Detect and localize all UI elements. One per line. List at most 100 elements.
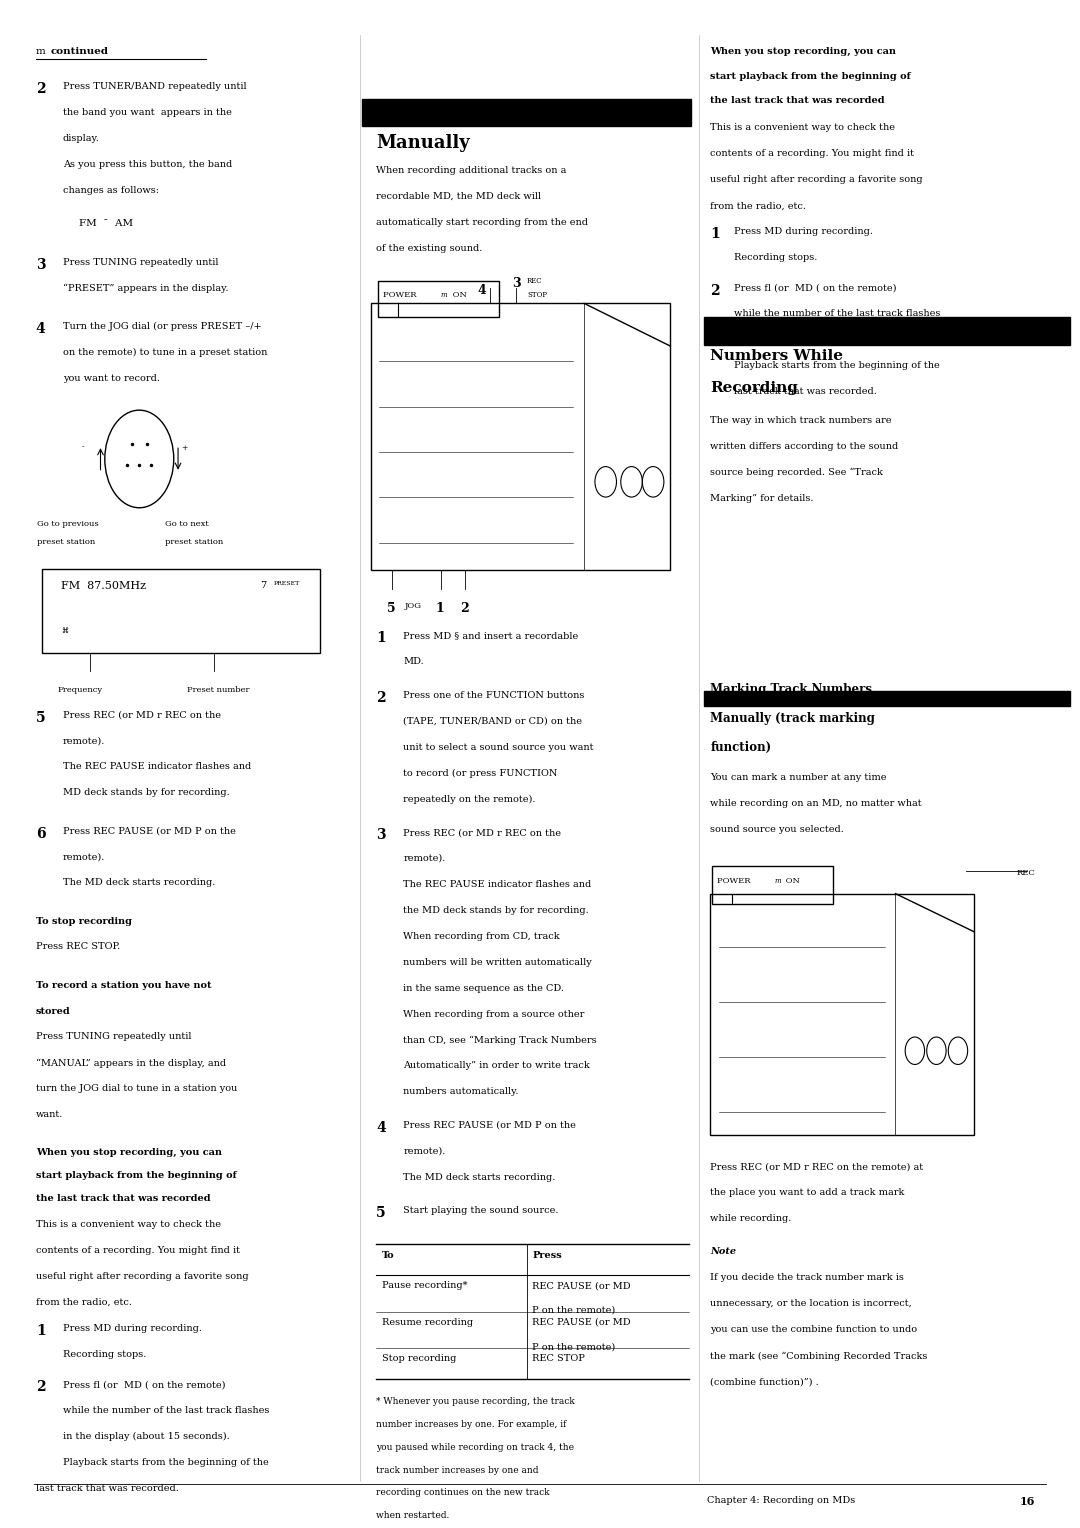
Text: “PRESET” appears in the display.: “PRESET” appears in the display.	[63, 284, 228, 293]
Text: The way in which track numbers are: The way in which track numbers are	[711, 416, 892, 425]
Text: REC STOP: REC STOP	[532, 1354, 585, 1363]
Text: from the radio, etc.: from the radio, etc.	[711, 202, 806, 211]
Text: Marking Track: Marking Track	[711, 318, 836, 332]
Text: want.: want.	[36, 1111, 64, 1118]
Bar	[704, 318, 1070, 344]
Text: function): function)	[711, 741, 771, 755]
Text: When recording additional tracks on a: When recording additional tracks on a	[376, 167, 567, 176]
Text: Frequency: Frequency	[57, 686, 103, 694]
Text: m: m	[36, 47, 45, 57]
Text: Start playing the sound source.: Start playing the sound source.	[403, 1206, 558, 1215]
Text: Press TUNING repeatedly until: Press TUNING repeatedly until	[36, 1033, 191, 1042]
Text: Press REC PAUSE (or MD P on the: Press REC PAUSE (or MD P on the	[63, 827, 235, 836]
Text: Press REC PAUSE (or MD P on the: Press REC PAUSE (or MD P on the	[403, 1122, 576, 1129]
Text: unnecessary, or the location is incorrect,: unnecessary, or the location is incorrec…	[711, 1299, 912, 1308]
Text: on the remote) to tune in a preset station: on the remote) to tune in a preset stati…	[63, 347, 267, 356]
Text: contents of a recording. You might find it: contents of a recording. You might find …	[711, 150, 914, 159]
Bar	[42, 568, 321, 652]
Text: Go to previous: Go to previous	[37, 520, 98, 529]
Text: preset station: preset station	[165, 538, 224, 547]
Text: 2: 2	[376, 691, 386, 704]
Text: the place you want to add a track mark: the place you want to add a track mark	[711, 1187, 905, 1196]
Text: to record (or press FUNCTION: to record (or press FUNCTION	[403, 769, 557, 778]
Text: last track that was recorded.: last track that was recorded.	[36, 1484, 178, 1493]
Text: 3: 3	[36, 258, 45, 272]
Text: the last track that was recorded: the last track that was recorded	[36, 1193, 211, 1203]
Text: P on the remote): P on the remote)	[532, 1342, 616, 1351]
Text: you paused while recording on track 4, the: you paused while recording on track 4, t…	[376, 1442, 575, 1452]
Text: Press TUNING repeatedly until: Press TUNING repeatedly until	[63, 258, 218, 266]
Text: Playback starts from the beginning of the: Playback starts from the beginning of th…	[734, 361, 940, 370]
Text: To stop recording: To stop recording	[36, 917, 132, 926]
Text: you want to record.: you want to record.	[63, 373, 160, 382]
Text: Press MD during recording.: Press MD during recording.	[734, 228, 873, 237]
Text: Press MD § and insert a recordable: Press MD § and insert a recordable	[403, 631, 579, 640]
Text: changes as follows:: changes as follows:	[63, 186, 159, 196]
Text: 4: 4	[477, 284, 486, 296]
Text: The REC PAUSE indicator flashes and: The REC PAUSE indicator flashes and	[63, 762, 251, 772]
Text: numbers automatically.: numbers automatically.	[403, 1088, 518, 1097]
Text: Press one of the FUNCTION buttons: Press one of the FUNCTION buttons	[403, 691, 584, 700]
Text: Preset number: Preset number	[187, 686, 249, 694]
Text: in the same sequence as the CD.: in the same sequence as the CD.	[403, 984, 564, 993]
Text: remote).: remote).	[63, 853, 105, 862]
Text: 16: 16	[1020, 1496, 1035, 1507]
Text: unit to select a sound source you want: unit to select a sound source you want	[403, 743, 594, 752]
Bar	[370, 304, 671, 570]
Text: when restarted.: when restarted.	[376, 1511, 449, 1520]
Text: You can mark a number at any time: You can mark a number at any time	[711, 773, 887, 782]
Text: while the number of the last track flashes: while the number of the last track flash…	[734, 310, 941, 318]
Text: ON: ON	[449, 292, 467, 299]
Text: than CD, see “Marking Track Numbers: than CD, see “Marking Track Numbers	[403, 1036, 597, 1045]
Text: from the radio, etc.: from the radio, etc.	[36, 1297, 132, 1306]
Text: 7: 7	[260, 581, 266, 590]
Text: of the existing sound.: of the existing sound.	[376, 244, 483, 254]
Text: 1: 1	[711, 228, 720, 241]
Text: Press REC STOP.: Press REC STOP.	[36, 943, 120, 952]
Text: 1: 1	[376, 631, 386, 645]
Bar	[378, 281, 499, 318]
Text: recording continues on the new track: recording continues on the new track	[376, 1488, 550, 1497]
Text: useful right after recording a favorite song: useful right after recording a favorite …	[36, 1271, 248, 1280]
Text: 4: 4	[376, 1122, 386, 1135]
Text: Marking” for details.: Marking” for details.	[711, 494, 813, 503]
Text: If you decide the track number mark is: If you decide the track number mark is	[711, 1273, 904, 1282]
Text: number increases by one. For example, if: number increases by one. For example, if	[376, 1420, 567, 1429]
Text: display.: display.	[63, 134, 99, 144]
Text: turn the JOG dial to tune in a station you: turn the JOG dial to tune in a station y…	[36, 1085, 238, 1094]
Text: “MANUAL” appears in the display, and: “MANUAL” appears in the display, and	[36, 1059, 226, 1068]
Text: remote).: remote).	[63, 736, 105, 746]
Text: 5: 5	[36, 711, 45, 724]
Text: Press fl (or  MD ( on the remote): Press fl (or MD ( on the remote)	[63, 1380, 226, 1389]
Text: FM  87.50MHz: FM 87.50MHz	[60, 581, 146, 591]
Text: Pause recording*: Pause recording*	[381, 1280, 468, 1290]
Text: in the display (about 15 seconds).: in the display (about 15 seconds).	[734, 336, 901, 344]
Text: P on the remote): P on the remote)	[532, 1305, 616, 1314]
Text: m: m	[774, 877, 782, 885]
Text: 4: 4	[36, 322, 45, 336]
Text: start playback from the beginning of: start playback from the beginning of	[711, 72, 910, 81]
Text: Press REC (or MD r REC on the: Press REC (or MD r REC on the	[63, 711, 220, 720]
Text: JOG: JOG	[404, 602, 421, 610]
Text: MD.: MD.	[403, 657, 424, 666]
Text: REC: REC	[527, 278, 542, 286]
Text: REC PAUSE (or MD: REC PAUSE (or MD	[532, 1317, 631, 1326]
Text: last track that was recorded.: last track that was recorded.	[734, 387, 877, 396]
Text: remote).: remote).	[403, 1148, 446, 1155]
Text: 3: 3	[512, 278, 521, 290]
Text: POWER: POWER	[717, 877, 753, 885]
Text: This is a convenient way to check the: This is a convenient way to check the	[36, 1219, 221, 1229]
Bar	[362, 99, 691, 127]
Text: The REC PAUSE indicator flashes and: The REC PAUSE indicator flashes and	[403, 880, 592, 889]
Bar	[704, 691, 1070, 706]
Text: Turn the JOG dial (or press PRESET –/+: Turn the JOG dial (or press PRESET –/+	[63, 322, 261, 330]
Text: This is a convenient way to check the: This is a convenient way to check the	[711, 124, 895, 133]
Text: STOP: STOP	[527, 292, 548, 299]
Text: continued: continued	[51, 47, 109, 57]
Text: 6: 6	[36, 827, 45, 840]
Text: REC: REC	[1016, 869, 1035, 877]
Text: 2: 2	[711, 284, 720, 298]
Text: 1: 1	[435, 602, 444, 616]
Text: Note: Note	[711, 1247, 737, 1256]
Text: (combine function)”) .: (combine function)”) .	[711, 1377, 819, 1386]
